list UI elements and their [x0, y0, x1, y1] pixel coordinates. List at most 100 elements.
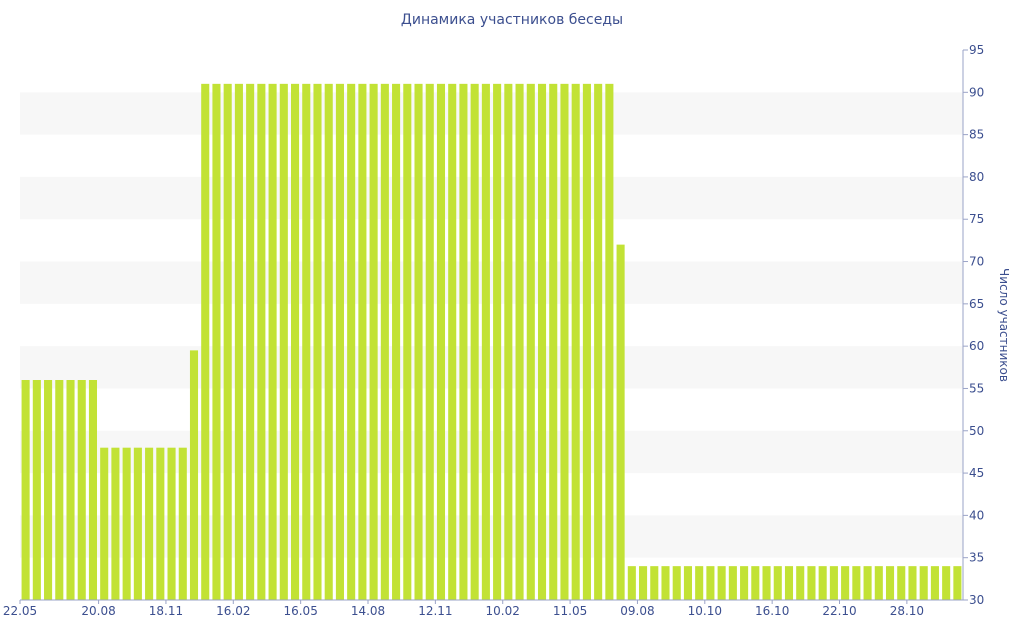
bar[interactable] — [930, 566, 939, 600]
bar[interactable] — [133, 447, 142, 600]
y-tick-label: 55 — [969, 381, 984, 395]
bar[interactable] — [852, 566, 861, 600]
grid-band — [20, 515, 963, 558]
bar[interactable] — [740, 566, 749, 600]
bar[interactable] — [493, 83, 502, 601]
bar[interactable] — [201, 83, 210, 601]
bar[interactable] — [594, 83, 603, 601]
grid-band — [20, 430, 963, 474]
bar[interactable] — [403, 83, 412, 601]
bar[interactable] — [246, 83, 255, 601]
bar[interactable] — [773, 566, 782, 600]
bar[interactable] — [189, 350, 199, 600]
bar[interactable] — [639, 566, 648, 600]
bar[interactable] — [77, 380, 86, 600]
bar[interactable] — [605, 83, 614, 601]
bar[interactable] — [672, 566, 681, 600]
bar[interactable] — [841, 566, 850, 600]
bar[interactable] — [268, 83, 277, 601]
bar[interactable] — [32, 380, 41, 600]
bar[interactable] — [313, 83, 322, 601]
bar[interactable] — [335, 83, 344, 601]
x-tick-label: 22.10 — [822, 604, 856, 618]
bar[interactable] — [291, 83, 300, 601]
bar[interactable] — [66, 380, 75, 600]
bar[interactable] — [156, 447, 165, 600]
bar[interactable] — [571, 83, 580, 601]
bar[interactable] — [414, 83, 423, 601]
bar[interactable] — [21, 380, 30, 600]
bar[interactable] — [88, 380, 98, 600]
bar[interactable] — [178, 447, 187, 600]
bar[interactable] — [436, 83, 446, 601]
grid-bands — [20, 92, 963, 558]
bar[interactable] — [863, 566, 872, 600]
bar[interactable] — [380, 83, 389, 601]
bar[interactable] — [751, 566, 760, 600]
bar[interactable] — [818, 566, 827, 600]
bar[interactable] — [953, 566, 962, 600]
bar[interactable] — [616, 244, 625, 600]
bar[interactable] — [650, 566, 659, 600]
bar[interactable] — [55, 380, 64, 600]
y-axis: 30 35 40 45 50 55 60 65 70 75 80 85 90 95 — [962, 43, 984, 607]
bar[interactable] — [481, 83, 490, 601]
grid-band — [20, 176, 963, 220]
x-tick-label: 16.05 — [283, 604, 317, 618]
bar[interactable] — [897, 566, 906, 600]
bar[interactable] — [223, 83, 232, 601]
bar[interactable] — [459, 83, 468, 601]
bar[interactable] — [784, 566, 794, 600]
bar[interactable] — [942, 566, 951, 600]
x-tick-label: 16.02 — [216, 604, 250, 618]
bar[interactable] — [145, 447, 154, 600]
bar[interactable] — [425, 83, 434, 601]
bar[interactable] — [515, 83, 524, 601]
bar[interactable] — [829, 566, 838, 600]
y-tick-label: 65 — [969, 297, 984, 311]
bar[interactable] — [257, 83, 266, 601]
bar[interactable] — [302, 83, 311, 601]
bar[interactable] — [728, 566, 737, 600]
y-tick-label: 45 — [969, 466, 984, 480]
bar[interactable] — [44, 380, 53, 600]
bar[interactable] — [661, 566, 670, 600]
y-tick-label: 80 — [969, 170, 984, 184]
bar[interactable] — [212, 83, 221, 601]
bar[interactable] — [717, 566, 726, 600]
bar[interactable] — [122, 447, 131, 600]
bar[interactable] — [167, 447, 176, 600]
bar[interactable] — [706, 566, 715, 600]
bar[interactable] — [796, 566, 805, 600]
bar[interactable] — [504, 83, 513, 601]
bar[interactable] — [695, 566, 704, 600]
bar[interactable] — [807, 566, 816, 600]
bar[interactable] — [549, 83, 558, 601]
bar[interactable] — [100, 447, 109, 600]
bar[interactable] — [908, 566, 917, 600]
bar[interactable] — [526, 83, 535, 601]
bar[interactable] — [448, 83, 457, 601]
bar[interactable] — [919, 566, 928, 600]
bar[interactable] — [347, 83, 356, 601]
y-tick-label: 30 — [969, 593, 984, 607]
bar[interactable] — [324, 83, 333, 601]
bar[interactable] — [874, 566, 883, 600]
x-tick-label: 20.08 — [81, 604, 115, 618]
bar[interactable] — [369, 83, 378, 601]
bar[interactable] — [279, 83, 288, 601]
y-tick-label: 85 — [969, 128, 984, 142]
grid-band — [20, 92, 963, 135]
bar[interactable] — [582, 83, 591, 601]
bar[interactable] — [762, 566, 771, 600]
bar[interactable] — [683, 566, 692, 600]
bar[interactable] — [560, 83, 569, 601]
bar[interactable] — [234, 83, 243, 601]
bar[interactable] — [470, 83, 479, 601]
bar[interactable] — [111, 447, 120, 600]
bar[interactable] — [885, 566, 895, 600]
bar[interactable] — [537, 83, 547, 601]
bar[interactable] — [358, 83, 367, 601]
bar[interactable] — [627, 566, 636, 600]
bar[interactable] — [392, 83, 401, 601]
